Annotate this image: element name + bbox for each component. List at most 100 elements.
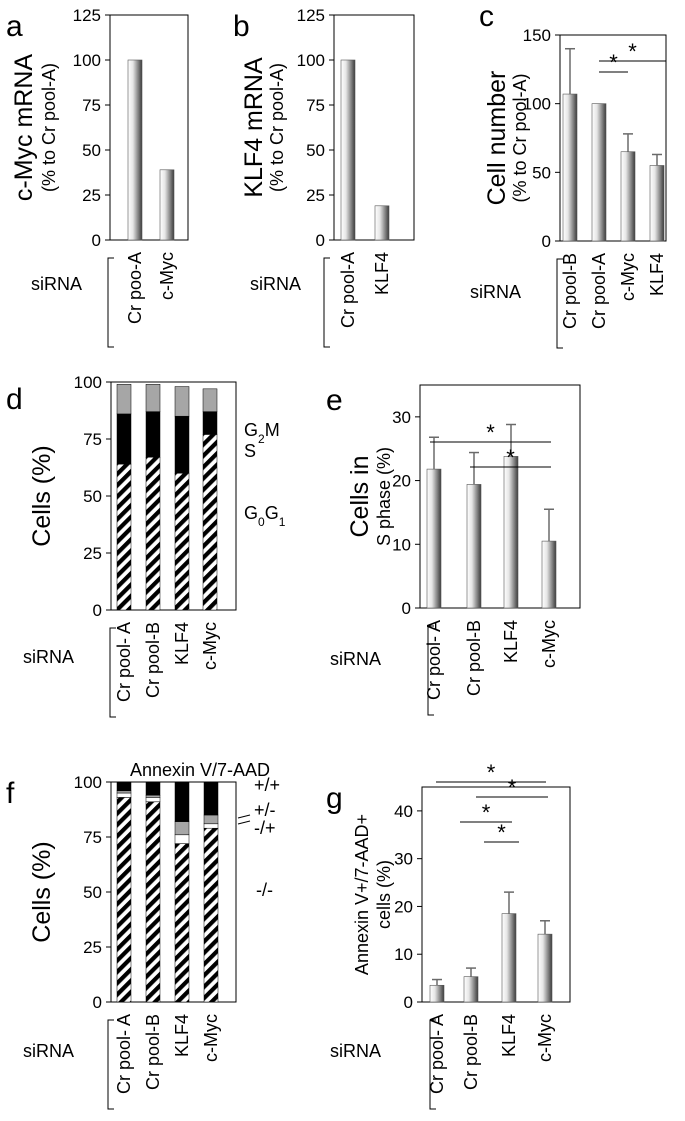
y-tick-label: 0	[402, 599, 411, 618]
sirna-bracket	[107, 257, 114, 348]
plot-frame	[559, 34, 667, 242]
y-tick-label: 100	[523, 95, 551, 114]
y-tick-label: 0	[316, 231, 325, 250]
significance-star: *	[487, 760, 496, 785]
y-axis-label-secondary: S phase (%)	[374, 447, 394, 546]
stack-segment	[145, 781, 161, 796]
category-label: Cr pool- A	[114, 1014, 134, 1094]
bar	[429, 984, 445, 1003]
sirna-label: siRNA	[330, 649, 381, 669]
sirna-bracket	[556, 258, 563, 349]
legend-pp: +/+	[254, 775, 280, 795]
significance-star: *	[609, 50, 618, 75]
panel-letter: e	[326, 384, 343, 417]
y-tick-label: 25	[83, 544, 102, 563]
sirna-bracket	[429, 1019, 436, 1110]
stack-segment	[174, 386, 190, 417]
category-label: Cr pool-B	[461, 1014, 481, 1090]
y-tick-label: 10	[394, 945, 413, 964]
sirna-label: siRNA	[23, 1041, 74, 1061]
sirna-label: siRNA	[470, 282, 521, 302]
y-tick-label: 100	[297, 51, 325, 70]
sirna-label: siRNA	[250, 274, 301, 294]
legend-pm: +/-	[254, 800, 276, 820]
y-tick-label: 75	[82, 96, 101, 115]
category-label: Cr pool-A	[589, 253, 609, 329]
y-tick-label: 75	[306, 96, 325, 115]
plot-frame	[419, 384, 581, 609]
y-axis-label-secondary: (% to Cr pool-A)	[510, 73, 530, 202]
bar	[620, 151, 636, 242]
panel-letter: g	[326, 782, 343, 815]
sirna-label: siRNA	[330, 1041, 381, 1061]
category-label: c-Myc	[201, 1014, 221, 1062]
y-tick-label: 0	[93, 601, 102, 620]
stack-segment	[116, 792, 132, 798]
y-tick-label: 20	[394, 897, 413, 916]
y-tick-label: 75	[83, 430, 102, 449]
y-tick-label: 20	[392, 472, 411, 491]
plot-frame	[333, 14, 415, 241]
stack-segment	[202, 411, 218, 435]
stack-segment	[174, 472, 190, 611]
stack-segment	[203, 827, 219, 1003]
y-tick-label: 0	[404, 993, 413, 1012]
y-axis-label: c-Myc mRNA	[10, 54, 38, 202]
category-label: KLF4	[172, 622, 192, 665]
y-tick-label: 30	[392, 408, 411, 427]
category-label: Cr pool-B	[464, 620, 484, 696]
stack-segment	[145, 411, 161, 458]
legend-s: S	[244, 441, 256, 461]
category-label: Cr pool-A	[338, 252, 358, 328]
bar	[537, 933, 553, 1003]
y-axis-label: KLF4 mRNA	[240, 57, 268, 198]
y-tick-label: 100	[74, 373, 102, 392]
bar	[541, 540, 557, 609]
sirna-bracket	[323, 257, 330, 348]
category-label: Cr pool- A	[114, 622, 134, 702]
y-axis-label: Cells (%)	[28, 445, 56, 546]
panel-letter: b	[233, 10, 250, 43]
bar	[591, 103, 607, 242]
y-tick-label: 0	[93, 993, 102, 1012]
y-axis-label: Cell number	[483, 71, 511, 206]
stack-segment	[145, 797, 161, 803]
panel-d: d 0 25 50 75 100 Cells (%) Cr pool- A Cr pool-B K…	[6, 373, 286, 718]
y-tick-label: 50	[532, 163, 551, 182]
y-tick-label: 50	[83, 487, 102, 506]
y-tick-label: 25	[306, 186, 325, 205]
stack-segment	[145, 384, 161, 412]
y-axis-label-secondary: (% to Cr pool-A)	[39, 63, 59, 192]
category-label: Cr pool-B	[560, 253, 580, 329]
stack-segment	[203, 814, 219, 825]
sirna-label: siRNA	[23, 647, 74, 667]
legend-mm: -/-	[256, 880, 273, 900]
category-label: Cr pool-B	[143, 622, 163, 698]
category-label: Cr poo-A	[125, 252, 145, 324]
sirna-bracket	[107, 1019, 114, 1110]
y-tick-label: 50	[83, 883, 102, 902]
stack-segment	[174, 781, 190, 822]
legend-mp: -/+	[254, 818, 276, 838]
legend-g0g1: G0G1	[244, 503, 286, 529]
significance-star: *	[506, 445, 515, 470]
y-tick-label: 40	[394, 802, 413, 821]
stack-segment	[145, 456, 161, 611]
significance-star: *	[486, 420, 495, 445]
bar	[649, 165, 665, 242]
bar	[463, 976, 479, 1003]
category-label: c-Myc	[535, 1014, 555, 1062]
sirna-label: siRNA	[31, 274, 82, 294]
bar	[503, 456, 519, 609]
stack-segment	[116, 790, 132, 794]
y-tick-label: 25	[83, 938, 102, 957]
y-tick-label: 0	[92, 231, 101, 250]
y-tick-label: 100	[74, 773, 102, 792]
panel-c: c 0 50 100 150 Cell number (% to Cr pool-A) * * C…	[470, 0, 667, 349]
stack-segment	[174, 834, 190, 844]
stack-segment	[174, 415, 190, 474]
y-tick-label: 25	[82, 186, 101, 205]
